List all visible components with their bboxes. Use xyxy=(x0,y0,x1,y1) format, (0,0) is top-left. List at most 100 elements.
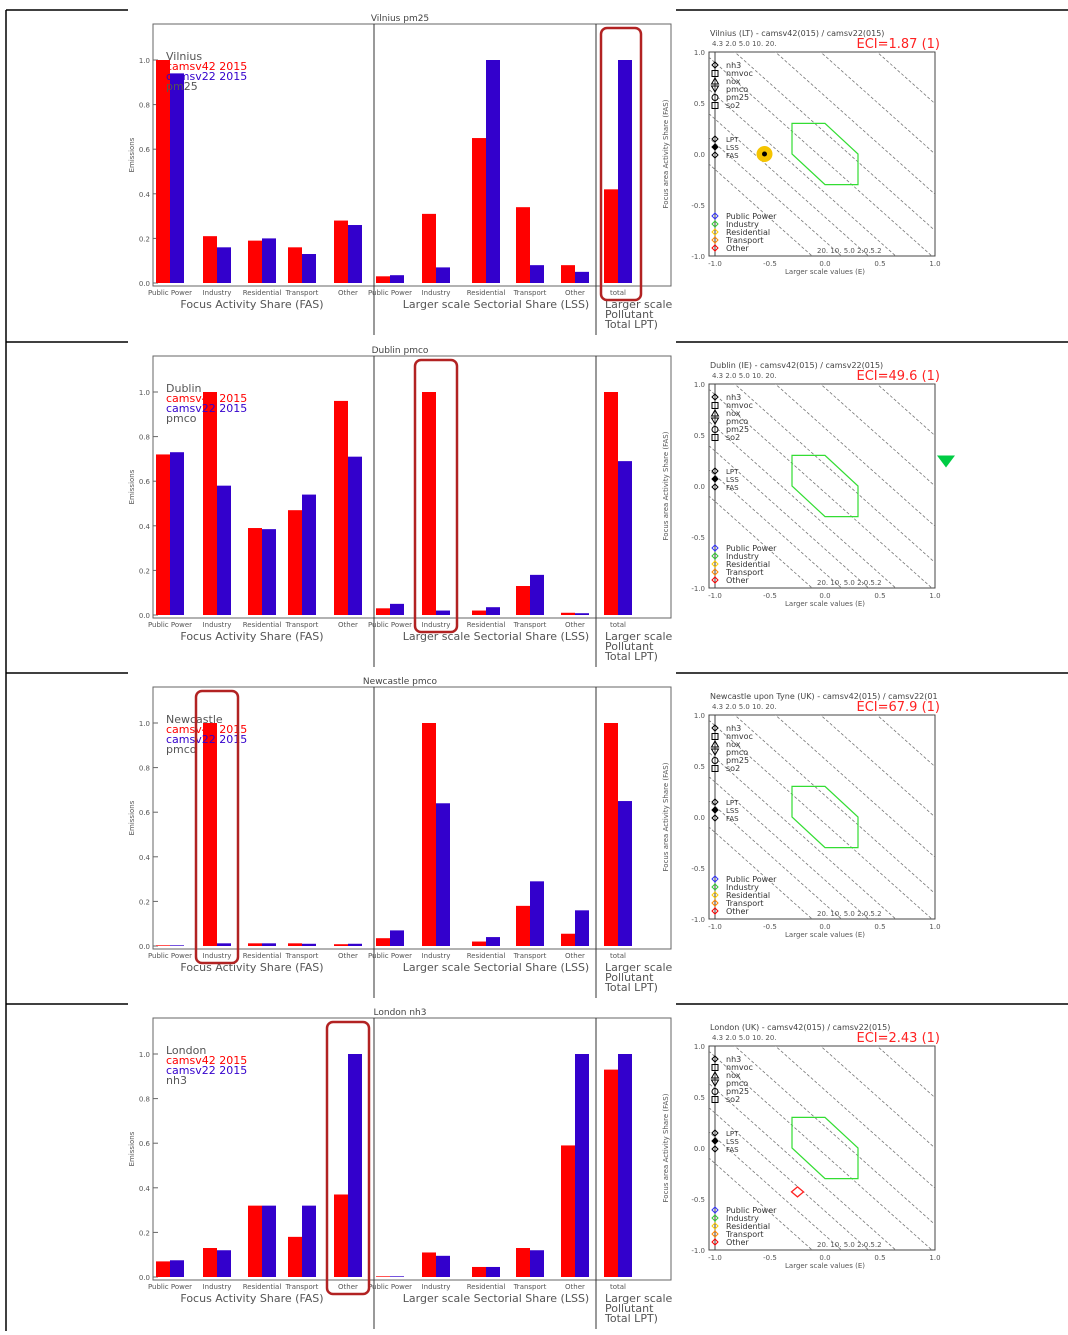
iso-line xyxy=(770,1041,1010,1255)
diagram-x-tick: -1.0 xyxy=(708,1254,722,1262)
fas-camsv22-bar xyxy=(217,486,231,615)
scale-legend-label: LPT xyxy=(726,799,739,807)
diagram-diagonals xyxy=(578,379,1068,593)
diagram-y-label: Focus area Activity Share (FAS) xyxy=(662,431,670,540)
x-tick-label: Other xyxy=(338,621,358,629)
y-axis-label: Emissions xyxy=(128,800,136,835)
total-camsv22-bar xyxy=(618,461,632,615)
x-tick-label: total xyxy=(610,952,626,960)
x-tick-label: Industry xyxy=(203,952,232,960)
y-tick-label: 0.2 xyxy=(139,1229,150,1237)
x-tick-label: Other xyxy=(338,1283,358,1291)
lss-camsv22-bar xyxy=(390,930,404,946)
diagram-x-label: Larger scale values (E) xyxy=(785,268,865,276)
diagram-y-tick: 1.0 xyxy=(694,712,705,720)
lss-camsv22-bar xyxy=(390,1276,404,1277)
x-tick-label: Industry xyxy=(203,289,232,297)
fas-camsv42-bar xyxy=(288,247,302,283)
diagram-top-numbers: 4.3 2.0 5.0 10. 20. xyxy=(712,40,777,48)
diagram-x-tick: -0.5 xyxy=(763,1254,777,1262)
diagram-x-tick: 0.0 xyxy=(819,1254,830,1262)
target-diagram-2: Dublin (IE) - camsv42(015) / camsv22(015… xyxy=(578,361,1068,608)
city-marker xyxy=(937,456,955,468)
fas-camsv42-bar xyxy=(248,1206,262,1277)
x-tick-label: Other xyxy=(565,1283,585,1291)
fas-camsv42-bar xyxy=(156,60,170,283)
pollutant-legend-label: so2 xyxy=(726,1095,740,1104)
diagram-y-tick: -1.0 xyxy=(691,1247,705,1255)
x-tick-label: Other xyxy=(565,952,585,960)
diagram-x-tick: -0.5 xyxy=(763,260,777,268)
iso-line xyxy=(928,710,1068,924)
x-tick-label: Public Power xyxy=(368,952,412,960)
fas-camsv42-bar xyxy=(203,1248,217,1277)
x-tick-label: Industry xyxy=(422,1283,451,1291)
fas-camsv42-bar xyxy=(156,454,170,615)
lss-camsv42-bar xyxy=(516,586,530,615)
lss-group-label: Larger scale Sectorial Share (LSS) xyxy=(403,961,589,974)
fas-camsv22-bar xyxy=(217,943,231,946)
lss-camsv22-bar xyxy=(575,1054,589,1277)
target-diagram-4: London (UK) - camsv42(015) / camsv22(015… xyxy=(578,1023,1068,1270)
fas-camsv42-bar xyxy=(288,1237,302,1277)
x-tick-label: total xyxy=(610,289,626,297)
scale-legend-label: FAS xyxy=(726,1146,739,1154)
eci-value: ECI=67.9 (1) xyxy=(856,700,940,715)
fas-camsv42-bar xyxy=(248,943,262,946)
scale-legend-label: LSS xyxy=(726,807,739,815)
legend-entry: nh3 xyxy=(166,1074,187,1087)
diagram-x-label: Larger scale values (E) xyxy=(785,931,865,939)
legend-entry: pmco xyxy=(166,743,197,756)
diagram-diagonals xyxy=(578,47,1068,261)
lss-camsv22-bar xyxy=(486,1267,500,1277)
diagram-y-tick: 1.0 xyxy=(694,381,705,389)
fas-camsv42-bar xyxy=(248,241,262,283)
x-tick-label: Transport xyxy=(285,621,319,629)
chart-panel-1: Vilnius pm250.00.20.40.60.81.0EmissionsP… xyxy=(128,14,673,335)
fas-group-label: Focus Activity Share (FAS) xyxy=(180,298,323,311)
scale-legend-label: LPT xyxy=(726,468,739,476)
lss-camsv22-bar xyxy=(390,604,404,615)
y-tick-label: 0.4 xyxy=(139,523,151,531)
x-tick-label: Residential xyxy=(243,621,282,629)
lss-camsv22-bar xyxy=(486,60,500,283)
iso-line xyxy=(928,1041,1068,1255)
fas-camsv42-bar xyxy=(248,528,262,615)
acceptance-hexagon xyxy=(792,123,858,184)
y-tick-label: 0.6 xyxy=(139,809,151,817)
total-camsv42-bar xyxy=(604,1070,618,1277)
total-camsv42-bar xyxy=(604,723,618,946)
diagram-y-tick: 0.5 xyxy=(694,100,705,108)
diagram-x-tick: -1.0 xyxy=(708,592,722,600)
fas-camsv42-bar xyxy=(203,236,217,283)
y-tick-label: 0.0 xyxy=(139,280,150,288)
y-tick-label: 0.4 xyxy=(139,854,151,862)
x-tick-label: Transport xyxy=(285,1283,319,1291)
iso-line xyxy=(770,710,1010,924)
diagram-y-tick: 0.5 xyxy=(694,432,705,440)
scale-legend-label: LPT xyxy=(726,136,739,144)
city-marker xyxy=(792,1187,804,1197)
y-tick-label: 0.8 xyxy=(139,434,150,442)
lss-camsv42-bar xyxy=(561,934,575,946)
lss-camsv42-bar xyxy=(561,1145,575,1277)
target-diagram-3: Newcastle upon Tyne (UK) - camsv42(015) … xyxy=(578,692,1068,939)
y-tick-label: 0.2 xyxy=(139,567,150,575)
fas-camsv22-bar xyxy=(302,944,316,946)
lpt-group-label: Total LPT) xyxy=(604,318,658,331)
fas-camsv22-bar xyxy=(348,457,362,615)
diagram-top-numbers: 4.3 2.0 5.0 10. 20. xyxy=(712,372,777,380)
x-tick-label: Residential xyxy=(243,952,282,960)
diagram-y-tick: -1.0 xyxy=(691,585,705,593)
diagram-y-tick: 0.5 xyxy=(694,763,705,771)
diagram-y-tick: 0.0 xyxy=(694,483,705,491)
fas-camsv22-bar xyxy=(262,943,276,946)
scale-legend-label: LSS xyxy=(726,1138,739,1146)
lss-camsv42-bar xyxy=(376,1276,390,1277)
scale-legend-label: FAS xyxy=(726,152,739,160)
diagram-y-tick: 1.0 xyxy=(694,49,705,57)
diagram-bottom-numbers: 20. 10. 5.0 2.0.5.2 xyxy=(817,1241,882,1249)
x-tick-label: Public Power xyxy=(148,1283,192,1291)
x-tick-label: Public Power xyxy=(148,952,192,960)
lss-camsv42-bar xyxy=(561,613,575,615)
